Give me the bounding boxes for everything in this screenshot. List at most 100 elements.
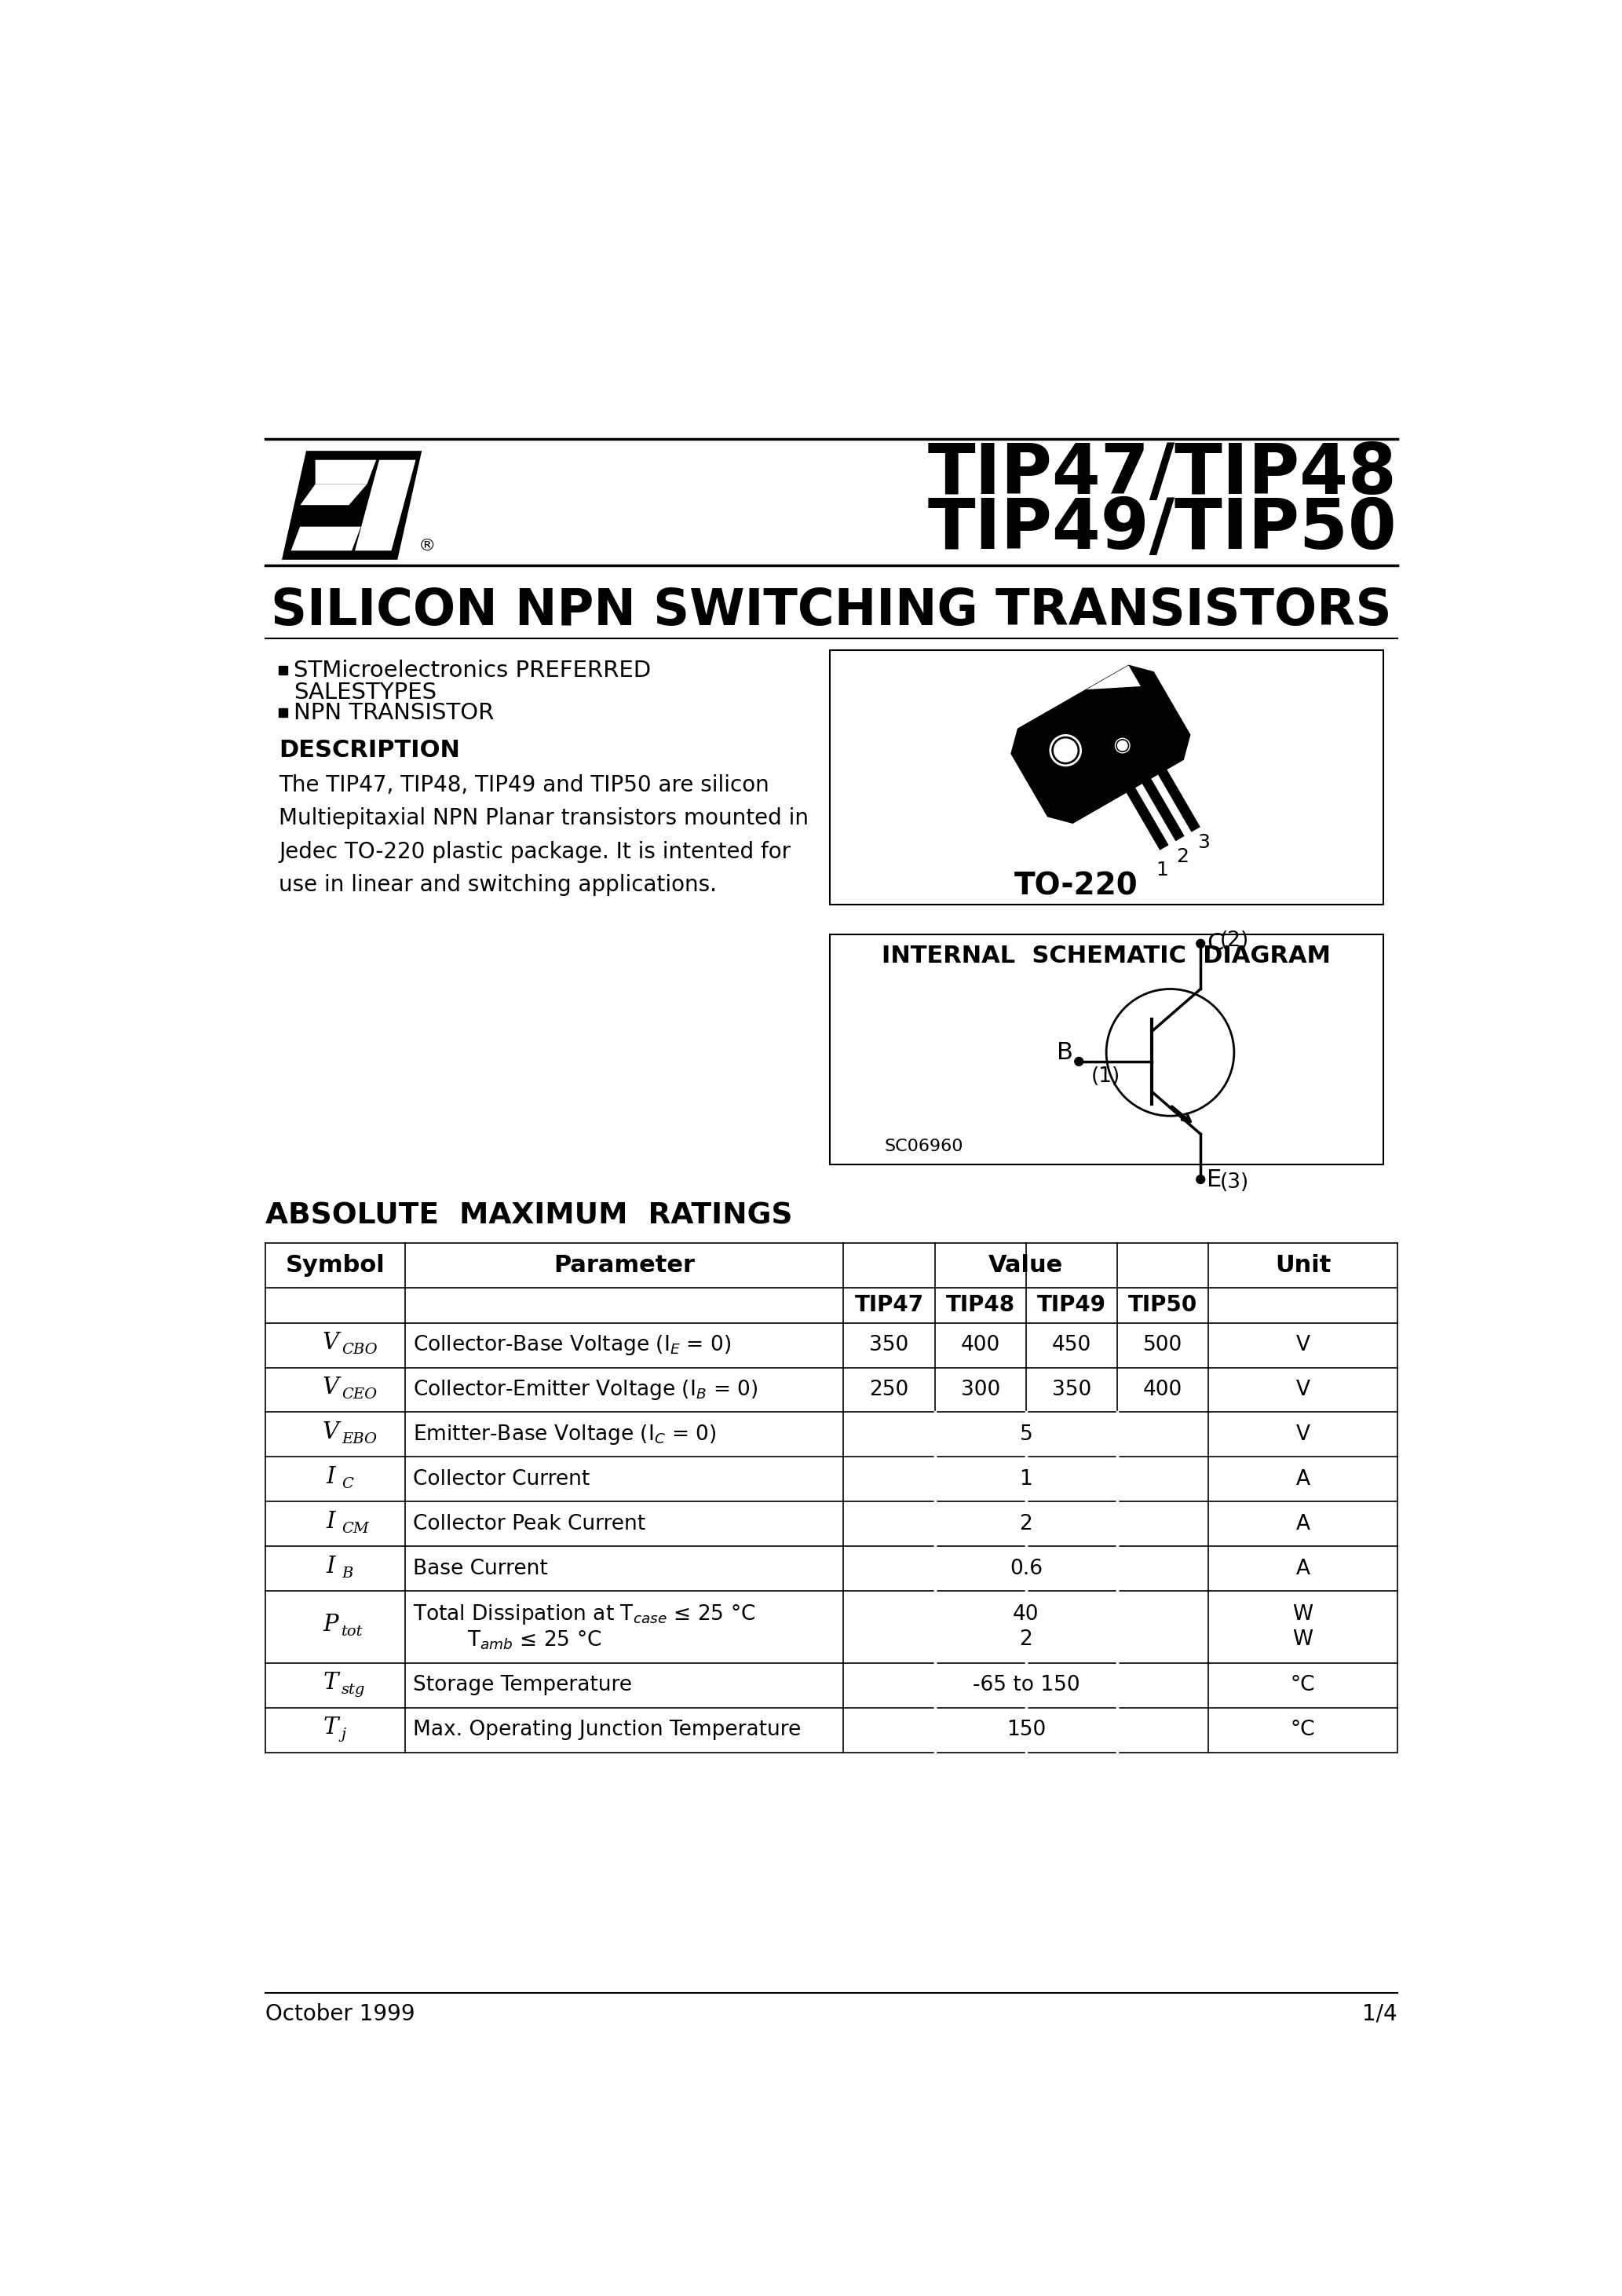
Bar [829, 650, 1384, 905]
Circle shape [1116, 739, 1131, 753]
Text: Unit: Unit [1275, 1254, 1330, 1277]
Text: Value: Value [988, 1254, 1064, 1277]
Text: P: P [323, 1614, 339, 1635]
Text: 2: 2 [1176, 847, 1189, 866]
Text: Base Current: Base Current [412, 1559, 548, 1580]
Circle shape [1051, 735, 1080, 765]
Text: C: C [1207, 932, 1223, 955]
Text: 3: 3 [1197, 833, 1210, 852]
Text: (1): (1) [1092, 1065, 1121, 1086]
Text: 450: 450 [1053, 1334, 1092, 1355]
Text: (2): (2) [1220, 930, 1249, 951]
Text: °C: °C [1291, 1720, 1315, 1740]
Text: TO-220: TO-220 [1014, 870, 1137, 900]
Text: 1/4: 1/4 [1362, 2002, 1397, 2025]
Text: 5: 5 [1019, 1424, 1033, 1444]
Text: 40: 40 [1012, 1605, 1040, 1626]
Polygon shape [1087, 666, 1140, 689]
Text: 500: 500 [1144, 1334, 1182, 1355]
Text: C: C [342, 1476, 354, 1490]
Text: TIP47: TIP47 [855, 1295, 923, 1316]
Text: I: I [326, 1511, 336, 1534]
Text: 350: 350 [1053, 1380, 1092, 1401]
Text: E: E [1207, 1169, 1221, 1192]
Polygon shape [355, 459, 415, 551]
Text: I: I [326, 1554, 336, 1577]
Text: V: V [1296, 1424, 1311, 1444]
Text: A: A [1296, 1513, 1311, 1534]
Text: TIP49: TIP49 [1036, 1295, 1106, 1316]
Text: Collector-Base Voltage (I$_E$ = 0): Collector-Base Voltage (I$_E$ = 0) [412, 1334, 732, 1357]
Text: 400: 400 [1144, 1380, 1182, 1401]
Text: DESCRIPTION: DESCRIPTION [279, 739, 461, 762]
Bar [279, 709, 287, 716]
Text: A: A [1296, 1469, 1311, 1490]
Text: SILICON NPN SWITCHING TRANSISTORS: SILICON NPN SWITCHING TRANSISTORS [271, 588, 1392, 636]
Polygon shape [1126, 788, 1168, 850]
Text: TIP48: TIP48 [946, 1295, 1015, 1316]
Text: October 1999: October 1999 [266, 2002, 415, 2025]
Text: T$_{amb}$ ≤ 25 °C: T$_{amb}$ ≤ 25 °C [467, 1628, 602, 1651]
Text: stg: stg [342, 1683, 365, 1697]
Text: Max. Operating Junction Temperature: Max. Operating Junction Temperature [412, 1720, 801, 1740]
Text: I: I [326, 1465, 336, 1488]
Polygon shape [282, 450, 422, 560]
Text: STMicroelectronics PREFERRED: STMicroelectronics PREFERRED [294, 659, 652, 682]
Text: W: W [1293, 1630, 1314, 1651]
Text: °C: °C [1291, 1676, 1315, 1694]
Text: INTERNAL  SCHEMATIC  DIAGRAM: INTERNAL SCHEMATIC DIAGRAM [882, 944, 1330, 967]
Text: CM: CM [342, 1522, 368, 1536]
Polygon shape [1158, 769, 1200, 831]
Text: SC06960: SC06960 [884, 1139, 963, 1155]
Text: 0.6: 0.6 [1009, 1559, 1043, 1580]
Circle shape [1075, 1056, 1083, 1065]
Text: j: j [342, 1727, 345, 1743]
Text: 150: 150 [1006, 1720, 1046, 1740]
Circle shape [1197, 1176, 1205, 1185]
Text: CEO: CEO [342, 1387, 376, 1403]
Text: CBO: CBO [342, 1343, 378, 1357]
Text: -65 to 150: -65 to 150 [972, 1676, 1080, 1694]
Text: 2: 2 [1019, 1630, 1033, 1651]
Circle shape [1197, 939, 1205, 948]
Polygon shape [1142, 778, 1184, 840]
Polygon shape [300, 484, 367, 505]
Text: 1: 1 [1155, 861, 1168, 879]
Text: Storage Temperature: Storage Temperature [412, 1676, 631, 1694]
Polygon shape [1082, 703, 1182, 797]
Text: B: B [1056, 1040, 1072, 1063]
Text: Emitter-Base Voltage (I$_C$ = 0): Emitter-Base Voltage (I$_C$ = 0) [412, 1424, 717, 1446]
Text: 350: 350 [869, 1334, 908, 1355]
Polygon shape [1011, 666, 1191, 822]
Text: TIP47/TIP48: TIP47/TIP48 [928, 441, 1397, 510]
Text: Symbol: Symbol [285, 1254, 384, 1277]
Circle shape [1118, 742, 1127, 751]
Circle shape [1054, 739, 1077, 762]
Text: NPN TRANSISTOR: NPN TRANSISTOR [294, 703, 495, 723]
Text: The TIP47, TIP48, TIP49 and TIP50 are silicon
Multiepitaxial NPN Planar transist: The TIP47, TIP48, TIP49 and TIP50 are si… [279, 774, 809, 895]
Text: TIP50: TIP50 [1129, 1295, 1197, 1316]
Text: 300: 300 [960, 1380, 1001, 1401]
Text: V: V [323, 1375, 339, 1398]
Text: (3): (3) [1220, 1173, 1249, 1192]
Text: W: W [1293, 1605, 1314, 1626]
Text: Collector-Emitter Voltage (I$_B$ = 0): Collector-Emitter Voltage (I$_B$ = 0) [412, 1378, 757, 1401]
Text: tot: tot [342, 1626, 363, 1639]
Text: Total Dissipation at T$_{case}$ ≤ 25 °C: Total Dissipation at T$_{case}$ ≤ 25 °C [412, 1603, 756, 1626]
Text: B: B [342, 1566, 352, 1580]
Text: 250: 250 [869, 1380, 908, 1401]
Text: V: V [1296, 1334, 1311, 1355]
Text: V: V [1296, 1380, 1311, 1401]
Text: T: T [323, 1671, 337, 1694]
Text: Parameter: Parameter [553, 1254, 696, 1277]
Text: ABSOLUTE  MAXIMUM  RATINGS: ABSOLUTE MAXIMUM RATINGS [266, 1201, 793, 1231]
Text: 1: 1 [1019, 1469, 1033, 1490]
Text: EBO: EBO [342, 1433, 376, 1446]
Text: Collector Current: Collector Current [412, 1469, 589, 1490]
Polygon shape [315, 459, 376, 484]
Text: T: T [323, 1717, 337, 1738]
Bar [279, 666, 287, 675]
Polygon shape [290, 526, 362, 551]
Text: A: A [1296, 1559, 1311, 1580]
Text: Collector Peak Current: Collector Peak Current [412, 1513, 646, 1534]
